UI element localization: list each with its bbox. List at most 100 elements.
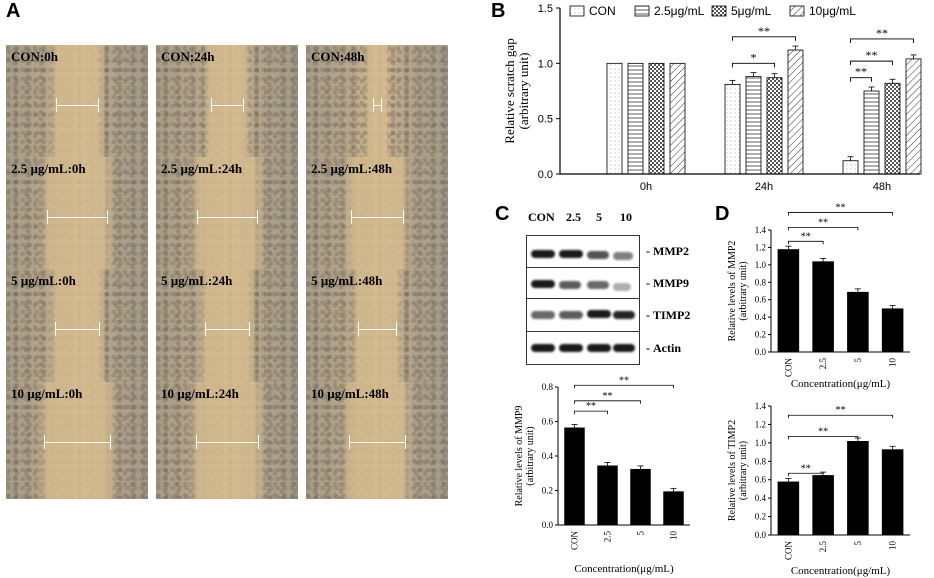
scale-bar-cap: [380, 98, 382, 112]
micrograph-label: 10 µg/mL:24h: [161, 386, 239, 401]
y-tick-label: 0.5: [538, 114, 553, 126]
bar: [766, 77, 783, 175]
bar: [881, 449, 904, 535]
x-tick-label: 10: [669, 531, 679, 541]
bar: [881, 308, 904, 352]
band: [531, 311, 555, 319]
micrograph: 5 µg/mL:24h: [156, 269, 298, 386]
scale-bar: [357, 329, 397, 330]
x-tick-label: 10: [888, 358, 898, 368]
band: [531, 250, 555, 258]
band: [559, 344, 583, 352]
significance-mark: *: [751, 50, 757, 64]
y-tick-label: 0.2: [755, 330, 766, 340]
scale-bar: [54, 329, 99, 330]
y-tick-label: 0.0: [538, 169, 553, 181]
scale-bar-cap: [47, 210, 49, 224]
scale-bar: [55, 105, 99, 106]
significance-mark: **: [876, 26, 888, 40]
bar: [724, 83, 741, 175]
bar: [663, 491, 684, 525]
micrograph-label: 5 µg/mL:0h: [11, 273, 76, 288]
scale-bar: [47, 217, 107, 218]
significance-bracket: [787, 414, 894, 419]
blot-header-2-5: 2.5: [566, 210, 581, 224]
x-tick-label: 10: [888, 541, 898, 551]
legend-swatch: [789, 5, 805, 17]
significance-mark: **: [836, 405, 846, 416]
panel-label-c: C: [495, 203, 510, 225]
y-axis-label-line: (arbitrary unit): [738, 261, 749, 320]
bar: [863, 90, 880, 175]
wound-area: [365, 45, 389, 162]
micrograph-label: CON:24h: [161, 49, 215, 64]
y-axis-label-line: Relative levels of MMP2: [727, 241, 738, 342]
micrograph-label: CON:0h: [11, 49, 58, 64]
legend-label: 2.5μg/mL: [654, 4, 705, 18]
scale-bar-cap: [351, 210, 353, 224]
blot-header-10: 10: [620, 210, 632, 224]
x-tick-label: 2.5: [818, 541, 828, 553]
legend-label: 10μg/mL: [809, 4, 856, 18]
scale-bar-cap: [204, 322, 206, 336]
y-tick-label: 1.4: [755, 401, 767, 411]
band: [587, 251, 609, 259]
scale-bar-cap: [405, 435, 407, 449]
wound-area: [39, 157, 115, 274]
y-tick-label: 0.6: [542, 417, 554, 427]
micrograph: 10 µg/mL:0h: [6, 382, 148, 499]
significance-bracket: [787, 240, 824, 245]
scale-bar-cap: [55, 98, 57, 112]
significance-mark: **: [836, 203, 846, 214]
y-axis-label-line: Relative levels of MMP9: [514, 406, 525, 507]
x-axis-label: Concentration(μg/mL): [574, 563, 674, 575]
micrograph: CON:48h: [306, 45, 448, 162]
y-axis-label: Relative levels of TIMP2(arbitrary unit): [727, 420, 749, 521]
micrograph: 2.5 µg/mL:48h: [306, 157, 448, 274]
significance-mark: **: [855, 65, 867, 79]
significance-mark: **: [603, 391, 613, 402]
micrograph-label: 10 µg/mL:0h: [11, 386, 83, 401]
mmp2-chart: 0.0 0.2 0.4 0.6 0.8 1.0 1.2 1.4 Relative levels …: [727, 203, 910, 390]
scale-bar-cap: [106, 210, 108, 224]
micrograph-label: 10 µg/mL:48h: [311, 386, 389, 401]
scale-bar-cap: [99, 322, 100, 336]
x-axis-label: Concentration(μg/mL): [791, 565, 891, 577]
y-axis-label-line: Relative levels of TIMP2: [727, 420, 738, 521]
x-tick-label: 48h: [873, 181, 891, 193]
significance-bracket: [574, 400, 641, 404]
wound-area: [340, 382, 414, 499]
y-tick-label: 1.4: [755, 225, 767, 235]
y-tick-label: 0.0: [755, 347, 767, 357]
wound-area: [47, 45, 107, 162]
bar: [745, 76, 762, 175]
scale-bar: [204, 329, 249, 330]
scale-bar: [197, 217, 257, 218]
bar: [812, 261, 834, 352]
y-tick-label: 0.8: [542, 382, 554, 392]
scale-bar-cap: [44, 435, 46, 449]
x-tick-label: 2.5: [818, 358, 828, 370]
significance-mark: **: [619, 375, 629, 386]
scale-bar-cap: [348, 435, 350, 449]
y-tick-label: 1.0: [755, 260, 767, 270]
micrograph: CON:24h: [156, 45, 298, 162]
y-axis-label-line: (arbitrary unit): [525, 426, 536, 485]
significance-bracket: [787, 436, 859, 440]
scale-bar-cap: [258, 435, 260, 449]
mmp9-chart: 0.0 0.2 0.4 0.6 0.8 Relative levels of MMP9(a…: [514, 375, 690, 575]
significance-bracket: [787, 472, 824, 477]
bar: [648, 62, 665, 175]
x-tick-label: CON: [570, 531, 580, 551]
band: [559, 311, 583, 319]
significance-mark: **: [586, 401, 596, 412]
significance-mark: **: [818, 426, 828, 437]
wound-area: [349, 269, 405, 386]
scale-bar: [211, 105, 243, 106]
micrograph-label: 2.5 µg/mL:0h: [11, 161, 86, 176]
timp2-chart: 0.0 0.2 0.4 0.6 0.8 1.0 1.2 1.4 Relative levels …: [727, 401, 910, 577]
micrograph-label: 2.5 µg/mL:24h: [161, 161, 243, 176]
micrograph: CON:0h: [6, 45, 148, 162]
legend-swatch: [634, 5, 650, 17]
bar: [630, 468, 651, 525]
